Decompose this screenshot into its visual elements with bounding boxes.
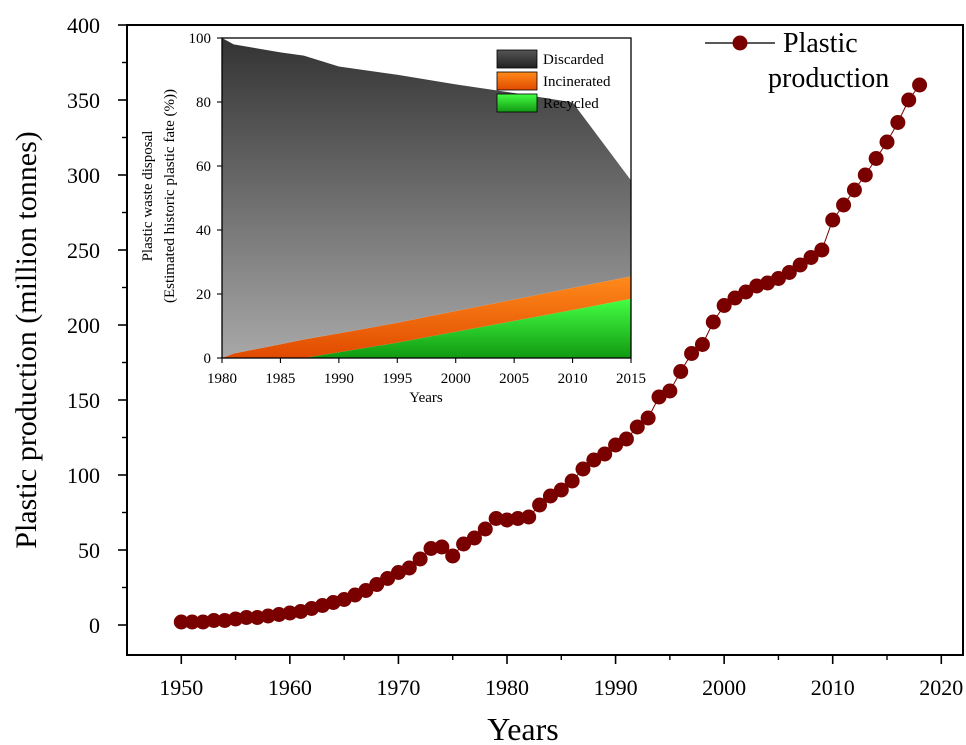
inset-y-axis-title-line1: Plastic waste disposal [140, 131, 156, 262]
inset-x-tick-label: 2010 [558, 371, 588, 387]
main-y-tick-label: 400 [67, 13, 100, 38]
legend-label-line2: production [768, 63, 889, 94]
main-x-tick-label: 1960 [268, 675, 312, 700]
main-x-tick-label: 2020 [919, 675, 963, 700]
main-y-tick-label: 50 [78, 538, 100, 563]
data-point [814, 242, 830, 258]
data-point [597, 446, 613, 462]
main-y-tick-label: 250 [67, 238, 100, 263]
main-x-tick-label: 1990 [594, 675, 638, 700]
inset-x-tick-label: 1995 [382, 371, 412, 387]
inset-x-tick-label: 1980 [207, 371, 237, 387]
inset-legend-label-recycled: Recycled [543, 96, 599, 112]
main-y-tick-label: 350 [67, 88, 100, 113]
main-legend: Plastic production [705, 28, 889, 94]
main-plot-frame [126, 24, 964, 656]
inset-x-tick-label: 2005 [499, 371, 529, 387]
data-point [206, 613, 222, 628]
main-y-tick-label: 0 [89, 613, 100, 638]
inset-plot-frame [221, 37, 632, 359]
inset-y-tick-label: 20 [196, 287, 211, 303]
inset-area-discarded [222, 38, 631, 358]
main-x-tick-label: 2000 [702, 675, 746, 700]
inset-x-tick-label: 1985 [265, 371, 295, 387]
main-y-tick-label: 150 [67, 388, 100, 413]
data-point [781, 265, 797, 280]
inset-y-tick-label: 40 [196, 223, 211, 239]
inset-area-recycled [222, 298, 631, 358]
inset-legend-swatch-discarded [496, 49, 538, 69]
main-x-tick-label: 1980 [485, 675, 529, 700]
data-point [694, 337, 710, 352]
data-point [401, 560, 417, 576]
inset-y-axis-title-line2: (Estimated historic plastic fate (%)) [162, 89, 178, 303]
inset-area-incinerated [222, 276, 631, 358]
data-point [553, 482, 569, 498]
inset-legend-swatch-incinerated [496, 71, 538, 91]
main-y-tick-label: 300 [67, 163, 100, 188]
inset-y-tick-label: 60 [196, 159, 211, 175]
inset-legend: Discarded Incinerated Recycled [496, 49, 611, 113]
data-point [184, 614, 200, 630]
main-x-tick-label: 1950 [159, 675, 203, 700]
data-point [618, 431, 634, 447]
data-point [575, 461, 591, 477]
data-point [445, 548, 461, 564]
data-point [857, 167, 873, 183]
data-point [640, 410, 656, 426]
main-y-axis-title: Plastic production (million tonnes) [10, 131, 43, 548]
data-point [684, 346, 700, 361]
inset-legend-label-discarded: Discarded [543, 52, 604, 68]
data-point [564, 473, 580, 489]
main-y-tick-label: 200 [67, 313, 100, 338]
inset-y-tick-label: 80 [196, 95, 211, 111]
main-y-tick-label: 100 [67, 463, 100, 488]
main-series-points [173, 77, 928, 630]
data-point [662, 383, 678, 399]
inset-areas [222, 38, 631, 358]
inset-x-tick-label: 1990 [324, 371, 354, 387]
main-x-tick-label: 2010 [811, 675, 855, 700]
inset-y-tick-label: 0 [204, 351, 212, 367]
data-point [238, 610, 254, 625]
data-point [629, 419, 645, 435]
data-point [173, 614, 189, 630]
legend-marker [732, 35, 748, 51]
data-point [803, 250, 819, 265]
inset-x-tick-label: 2000 [441, 371, 471, 387]
inset-x-tick-label: 2015 [616, 371, 646, 387]
inset-axes: 1980 1985 1990 1995 2000 2005 2010 2015 Years 0 20… [140, 31, 646, 406]
data-point [792, 257, 808, 273]
data-point [412, 551, 428, 567]
data-point [890, 115, 906, 130]
data-point [716, 298, 732, 313]
inset-legend-swatch-recycled [496, 93, 538, 113]
main-x-axis-title: Years [487, 711, 558, 745]
inset-legend-label-incinerated: Incinerated [543, 74, 611, 90]
data-point [868, 151, 884, 166]
data-point [901, 92, 917, 108]
inset-x-axis-title: Years [409, 390, 443, 406]
inset-y-tick-label: 100 [189, 31, 212, 47]
data-point [825, 212, 841, 228]
data-point [705, 314, 721, 330]
data-point [879, 134, 895, 150]
main-x-tick-label: 1970 [376, 675, 420, 700]
data-point [434, 539, 450, 555]
data-point [521, 509, 537, 525]
main-axes: 1950 1960 1970 1980 1990 2000 2010 2020Years050… [10, 13, 964, 745]
data-point [673, 364, 689, 379]
data-point [846, 182, 862, 198]
legend-label-line1: Plastic [783, 28, 858, 59]
data-point [466, 530, 482, 546]
data-point [477, 521, 493, 537]
data-point [532, 497, 548, 513]
data-point [836, 197, 852, 213]
data-point [912, 77, 928, 93]
